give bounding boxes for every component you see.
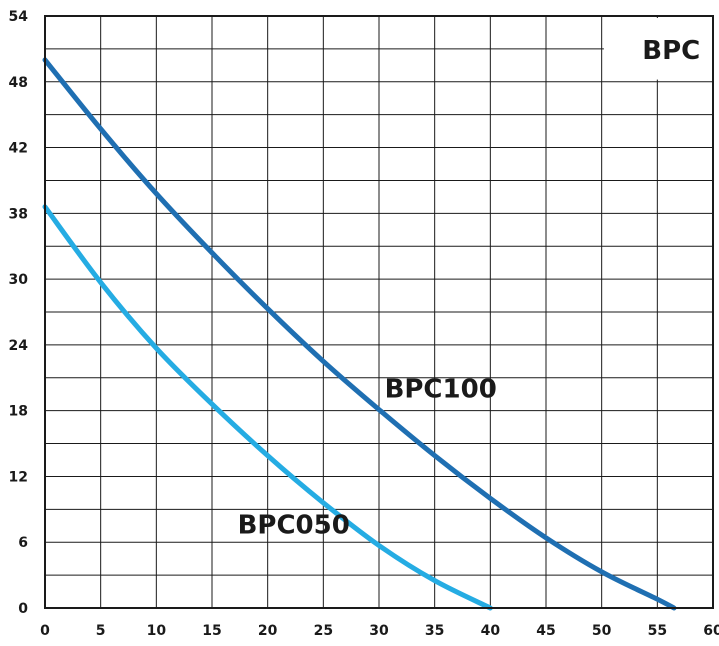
y-tick-label: 54 xyxy=(9,9,29,25)
series-label-bpc050: BPC050 xyxy=(238,510,350,540)
x-tick-label: 20 xyxy=(258,623,278,639)
y-tick-label: 6 xyxy=(18,535,28,551)
series-line-bpc100 xyxy=(42,57,677,611)
chart-title: BPC xyxy=(642,36,700,66)
plot-frame xyxy=(44,15,714,609)
x-tick-label: 5 xyxy=(96,623,106,639)
y-tick-label: 24 xyxy=(9,338,29,354)
y-axis-ticks: 0 6 12 18 24 30 38 42 48 54 xyxy=(9,9,29,617)
y-tick-label: 38 xyxy=(9,206,28,222)
x-tick-label: 50 xyxy=(592,623,612,639)
y-tick-label: 12 xyxy=(9,469,28,485)
x-tick-label: 35 xyxy=(425,623,444,639)
x-tick-label: 0 xyxy=(40,623,50,639)
title-background xyxy=(603,18,712,80)
grid xyxy=(45,16,713,608)
x-tick-label: 40 xyxy=(481,623,501,639)
y-tick-label: 0 xyxy=(18,601,28,617)
x-tick-label: 15 xyxy=(202,623,221,639)
x-tick-label: 30 xyxy=(369,623,389,639)
x-axis-ticks: 0 5 10 15 20 25 30 35 40 45 50 55 60 xyxy=(40,623,719,639)
series-label-bpc100: BPC100 xyxy=(385,375,497,405)
x-tick-label: 45 xyxy=(536,623,555,639)
x-tick-label: 25 xyxy=(314,623,333,639)
y-tick-label: 30 xyxy=(9,272,29,288)
series-lines xyxy=(42,57,677,611)
x-tick-label: 60 xyxy=(703,623,719,639)
series-labels: BPC100 BPC050 xyxy=(238,375,497,541)
y-tick-label: 42 xyxy=(9,141,28,157)
y-tick-label: 48 xyxy=(9,75,28,91)
y-tick-label: 18 xyxy=(9,404,28,420)
series-line-bpc050 xyxy=(42,204,493,611)
x-tick-label: 10 xyxy=(147,623,167,639)
x-tick-label: 55 xyxy=(648,623,667,639)
